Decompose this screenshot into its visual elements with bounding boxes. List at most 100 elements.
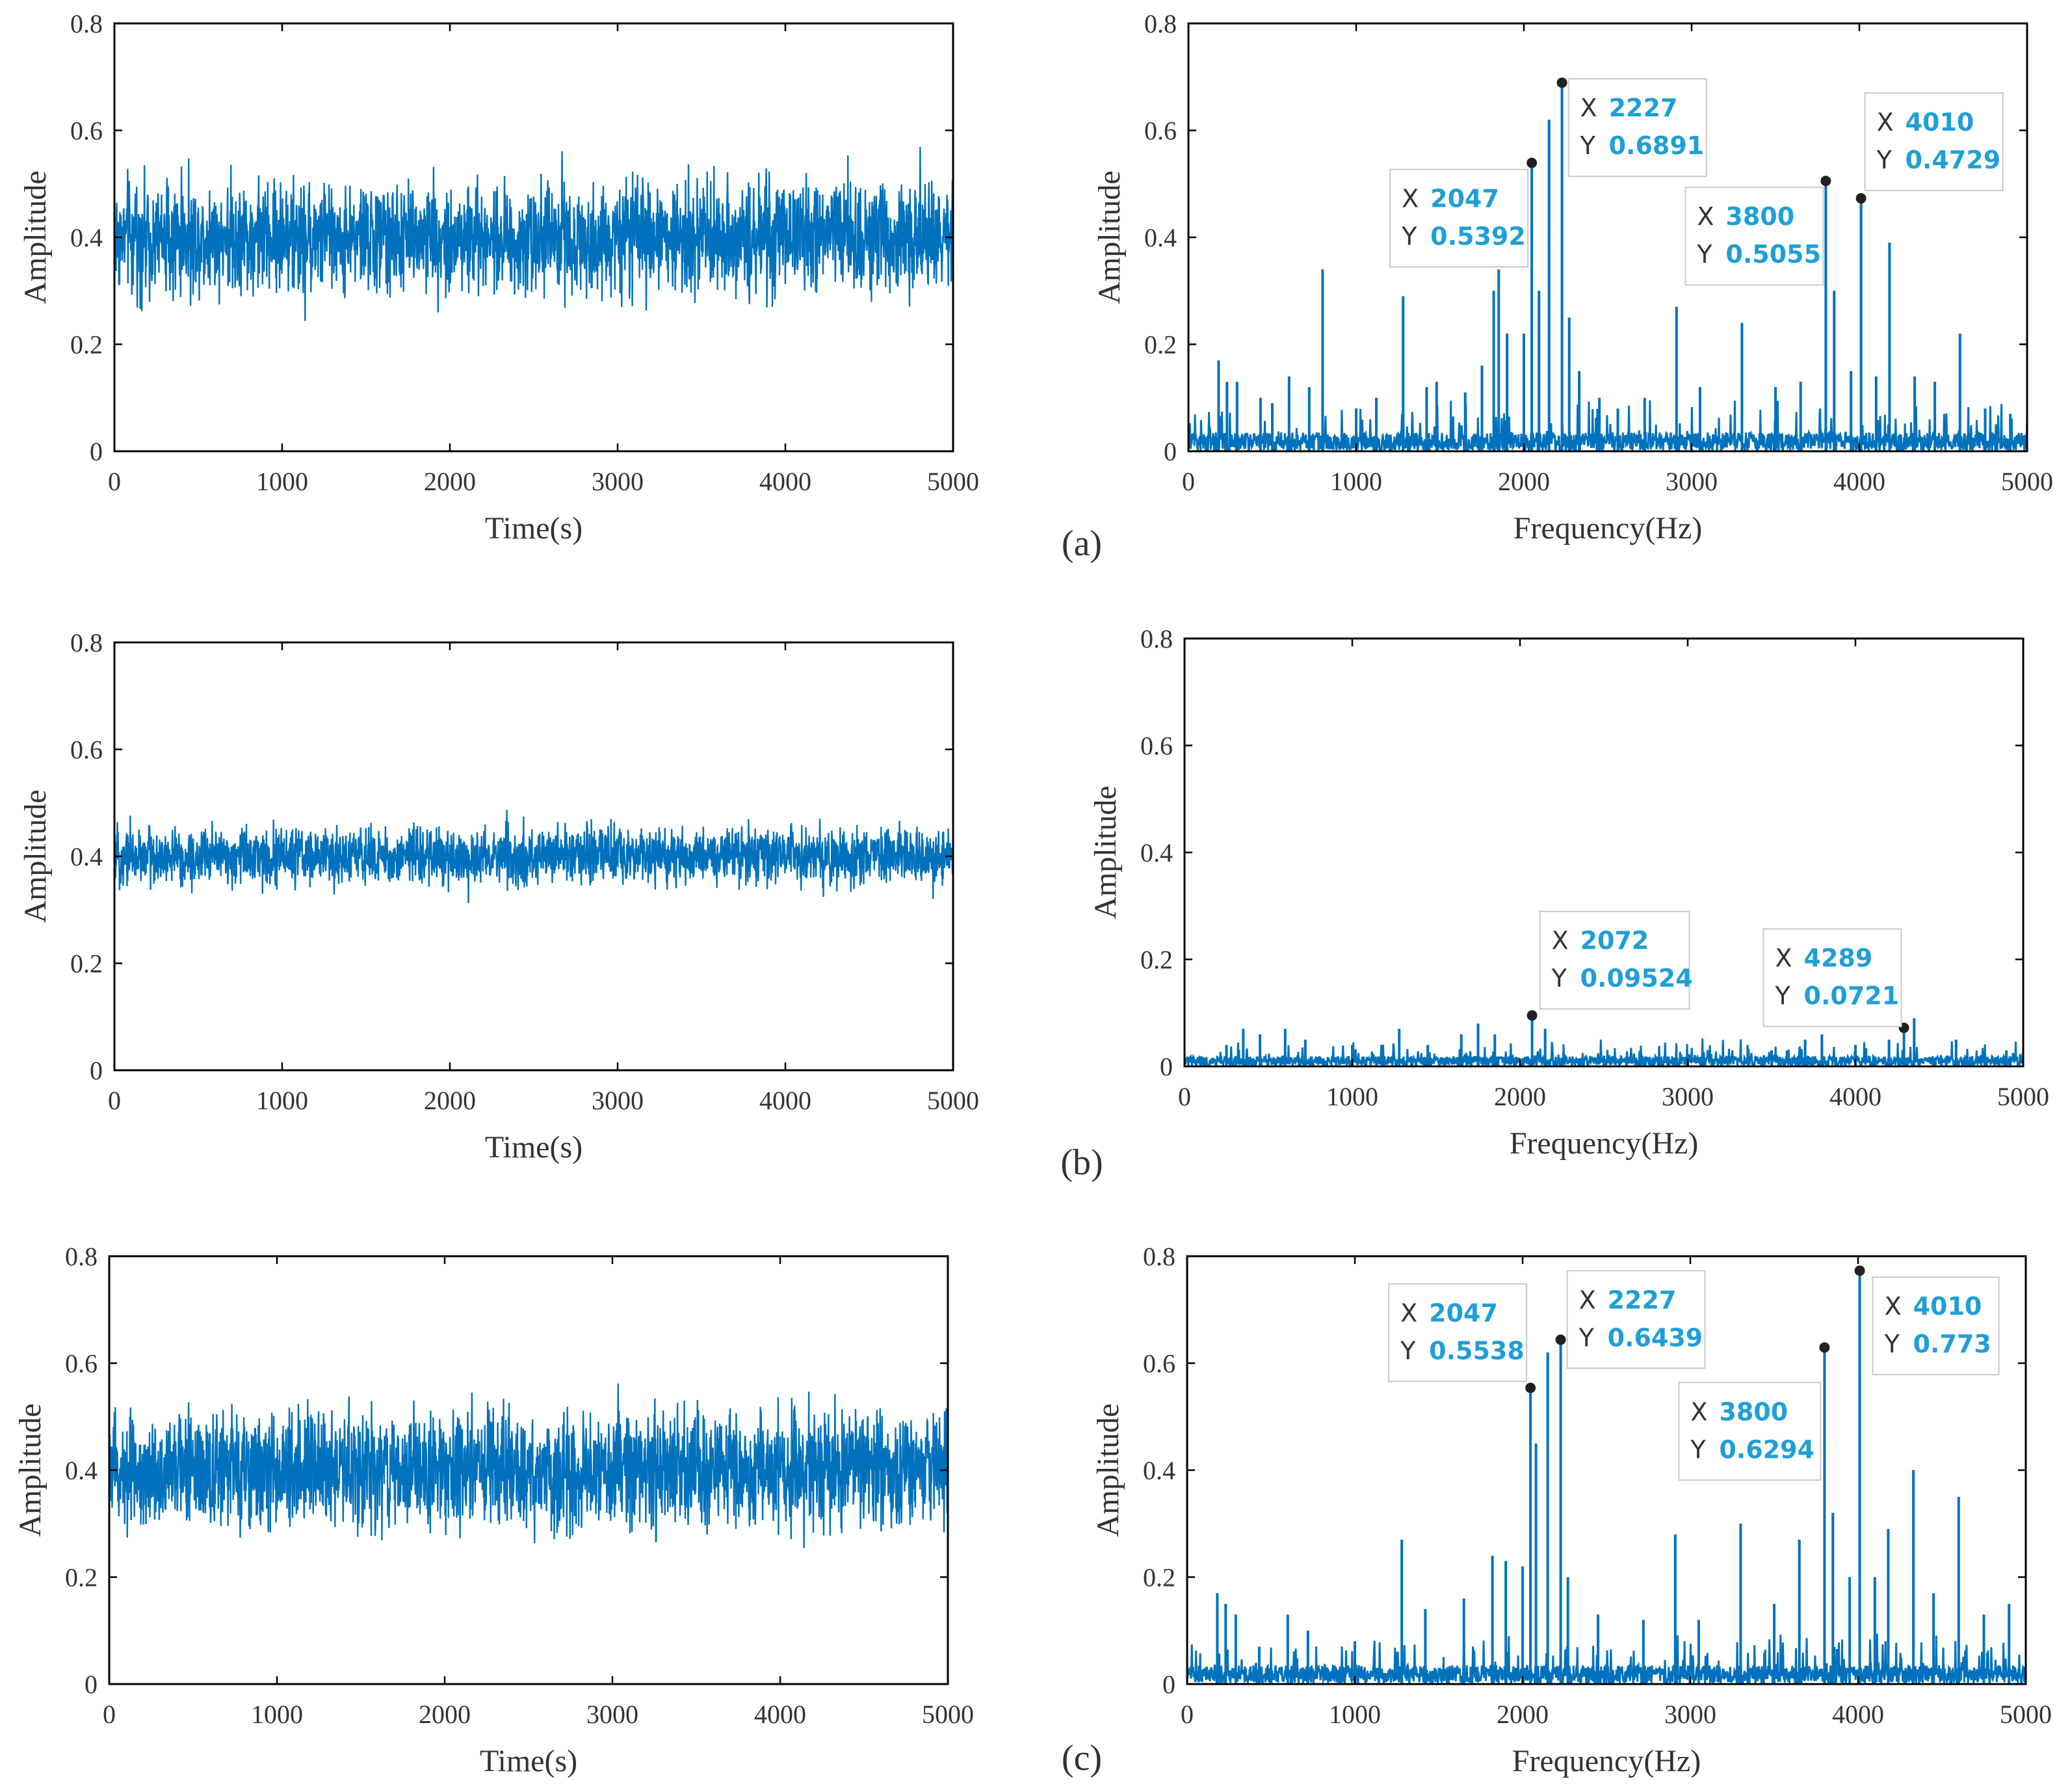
datatip-y-key: Y bbox=[1400, 1336, 1416, 1365]
time-series-line bbox=[109, 1384, 948, 1548]
y-tick-label: 0 bbox=[90, 1056, 103, 1085]
datatip-x-value: 3800 bbox=[1725, 202, 1794, 231]
datatip-x-value: 4289 bbox=[1804, 944, 1873, 973]
datatip-3800[interactable]: X 3800 Y 0.5055 bbox=[1685, 176, 1831, 285]
y-tick-label: 0.2 bbox=[70, 330, 103, 360]
y-tick-label: 0.8 bbox=[1143, 1242, 1175, 1271]
y-tick-label: 0.8 bbox=[1140, 624, 1173, 653]
datatip-marker bbox=[1527, 1010, 1538, 1021]
datatip-x-value: 4010 bbox=[1913, 1292, 1982, 1321]
time-series-line bbox=[114, 147, 953, 321]
datatip-y-value: 0.773 bbox=[1913, 1330, 1991, 1358]
datatip-y-key: Y bbox=[1775, 982, 1791, 1010]
datatip-2227[interactable]: X 2227 Y 0.6891 bbox=[1557, 77, 1707, 176]
datatip-y-key: Y bbox=[1696, 240, 1712, 269]
x-tick-label: 4000 bbox=[1829, 1082, 1881, 1111]
x-tick-label: 2000 bbox=[424, 467, 476, 496]
datatip-4010[interactable]: X 4010 Y 0.4729 bbox=[1856, 93, 2003, 204]
x-tick-label: 5000 bbox=[2001, 467, 2053, 496]
datatip-y-value: 0.6294 bbox=[1719, 1435, 1815, 1464]
x-tick-label: 1000 bbox=[1326, 1082, 1378, 1111]
datatip-4010[interactable]: X 4010 Y 0.773 bbox=[1855, 1265, 1999, 1375]
datatip-marker bbox=[1525, 1382, 1536, 1393]
chart-panel-c-spectrum: 0 1000 2000 3000 4000 5000 0 0.2 0.4 0.6 0.8 Freque… bbox=[1091, 1242, 2052, 1778]
datatip-4289[interactable]: X 4289 Y 0.0721 bbox=[1764, 929, 1909, 1033]
datatip-2047[interactable]: X 2047 Y 0.5538 bbox=[1389, 1284, 1536, 1393]
x-axis-label: Time(s) bbox=[485, 1130, 583, 1165]
x-tick-label: 4000 bbox=[1832, 1700, 1884, 1729]
datatip-2047[interactable]: X 2047 Y 0.5392 bbox=[1390, 158, 1537, 267]
datatip-y-key: Y bbox=[1401, 222, 1417, 251]
datatip-2072[interactable]: X 2072 Y 0.09524 bbox=[1527, 912, 1693, 1021]
x-tick-label: 5000 bbox=[927, 467, 979, 496]
x-tick-label: 0 bbox=[108, 467, 121, 496]
x-tick-label: 1000 bbox=[251, 1700, 303, 1729]
datatip-2227[interactable]: X 2227 Y 0.6439 bbox=[1556, 1271, 1705, 1368]
y-tick-label: 0.6 bbox=[1143, 1349, 1175, 1378]
datatip-y-value: 0.5392 bbox=[1430, 222, 1526, 251]
datatip-marker bbox=[1557, 77, 1567, 88]
datatip-x-key: X bbox=[1580, 94, 1597, 122]
spectrum-noise-floor bbox=[1187, 1634, 2026, 1684]
datatip-y-value: 0.6439 bbox=[1608, 1323, 1703, 1352]
x-tick-label: 1000 bbox=[1330, 467, 1382, 496]
y-tick-label: 0.2 bbox=[1143, 1563, 1175, 1592]
x-tick-label: 0 bbox=[103, 1700, 116, 1729]
y-tick-label: 0.6 bbox=[70, 116, 103, 146]
y-tick-label: 0.8 bbox=[70, 9, 103, 38]
y-tick-label: 0.2 bbox=[70, 949, 103, 979]
x-tick-label: 1000 bbox=[256, 1086, 308, 1115]
y-tick-label: 0.4 bbox=[70, 223, 103, 252]
x-tick-label: 3000 bbox=[1662, 1082, 1714, 1111]
datatip-x-key: X bbox=[1402, 185, 1419, 213]
x-tick-label: 2000 bbox=[419, 1700, 471, 1729]
datatip-marker bbox=[1556, 1334, 1566, 1345]
y-tick-label: 0.8 bbox=[65, 1242, 98, 1271]
y-axis-label: Amplitude bbox=[1088, 785, 1123, 919]
datatip-x-key: X bbox=[1690, 1397, 1707, 1426]
y-axis-label: Amplitude bbox=[18, 170, 53, 304]
y-axis-label: Amplitude bbox=[18, 789, 53, 923]
y-tick-label: 0.4 bbox=[65, 1456, 98, 1485]
y-tick-label: 0.2 bbox=[1140, 945, 1173, 975]
y-tick-label: 0 bbox=[1164, 437, 1177, 466]
time-series-line bbox=[114, 810, 953, 903]
y-tick-label: 0 bbox=[90, 437, 103, 466]
datatip-x-key: X bbox=[1775, 944, 1792, 973]
datatip-x-key: X bbox=[1885, 1292, 1902, 1321]
x-tick-label: 3000 bbox=[1664, 1700, 1716, 1729]
x-tick-label: 3000 bbox=[592, 1086, 644, 1115]
y-tick-label: 0.2 bbox=[1144, 330, 1177, 360]
x-tick-label: 1000 bbox=[1329, 1700, 1381, 1729]
datatip-y-value: 0.6891 bbox=[1609, 131, 1705, 160]
x-tick-label: 3000 bbox=[592, 467, 644, 496]
x-tick-label: 4000 bbox=[754, 1700, 806, 1729]
y-tick-label: 0 bbox=[85, 1670, 98, 1699]
x-tick-label: 2000 bbox=[1494, 1082, 1546, 1111]
x-tick-label: 2000 bbox=[1498, 467, 1550, 496]
datatip-x-value: 2227 bbox=[1608, 1285, 1677, 1314]
x-tick-label: 4000 bbox=[759, 1086, 811, 1115]
y-tick-label: 0.4 bbox=[1144, 223, 1177, 252]
chart-panel-b-spectrum: 0 1000 2000 3000 4000 500000.20.40.60.8Freque… bbox=[1088, 624, 2049, 1161]
datatip-y-value: 0.09524 bbox=[1580, 964, 1693, 993]
y-axis-label: Amplitude bbox=[13, 1403, 47, 1536]
y-tick-label: 0.4 bbox=[1143, 1456, 1175, 1485]
y-tick-label: 0.8 bbox=[70, 628, 103, 657]
datatip-y-key: Y bbox=[1579, 1323, 1595, 1352]
datatip-y-value: 0.5538 bbox=[1429, 1336, 1525, 1365]
x-axis-label: Frequency(Hz) bbox=[1512, 1744, 1701, 1778]
datatip-x-key: X bbox=[1877, 108, 1894, 137]
datatip-y-key: Y bbox=[1876, 146, 1893, 174]
y-tick-label: 0 bbox=[1160, 1052, 1173, 1081]
datatip-marker bbox=[1855, 1265, 1865, 1276]
y-axis-label: Amplitude bbox=[1092, 170, 1127, 304]
x-tick-label: 5000 bbox=[2000, 1700, 2052, 1729]
datatip-y-value: 0.0721 bbox=[1804, 982, 1900, 1010]
x-axis-label: Time(s) bbox=[480, 1744, 577, 1778]
datatip-x-key: X bbox=[1552, 927, 1569, 955]
x-tick-label: 2000 bbox=[424, 1086, 476, 1115]
x-axis-label: Time(s) bbox=[485, 511, 583, 546]
panel-label-a: (a) bbox=[1062, 523, 1102, 564]
